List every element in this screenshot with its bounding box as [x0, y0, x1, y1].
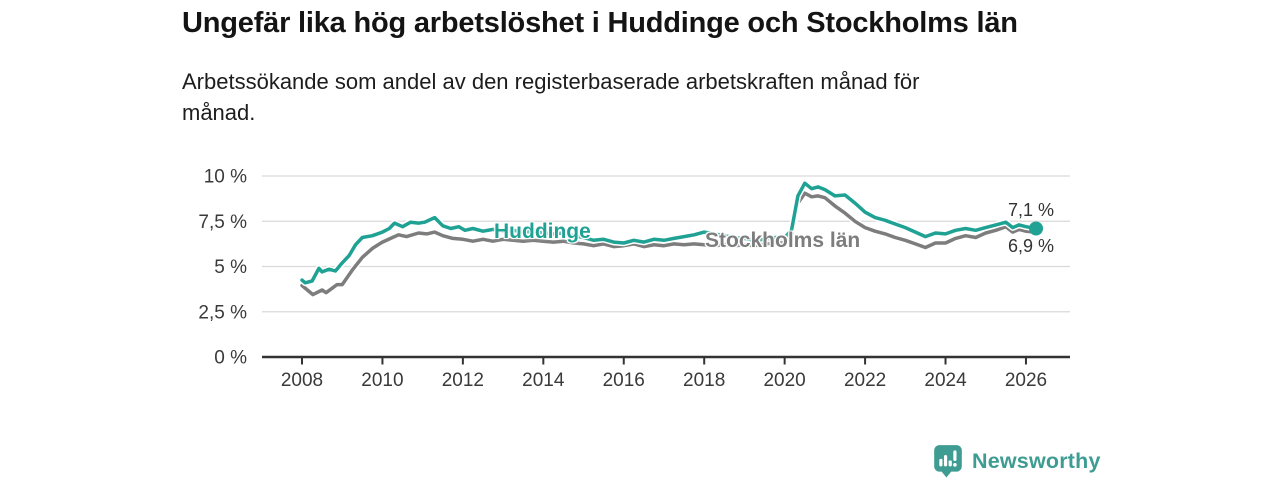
series-label-stockholms-lan: Stockholms län — [705, 229, 861, 252]
newsworthy-logo-icon — [934, 445, 962, 478]
y-axis-tick-label: 7,5 % — [198, 212, 247, 233]
x-axis-tick-label: 2016 — [603, 370, 645, 391]
x-axis-tick-label: 2022 — [844, 370, 886, 391]
x-axis-tick-label: 2024 — [924, 370, 967, 391]
page-title: Ungefär lika hög arbetslöshet i Huddinge… — [182, 7, 1018, 39]
x-axis-tick-label: 2008 — [281, 370, 323, 391]
x-axis-tick-label: 2026 — [1005, 370, 1047, 391]
huddinge-end-dot — [1029, 221, 1044, 236]
y-axis-tick-label: 0 % — [214, 348, 247, 369]
chart-subtitle: Arbetssökande som andel av den registerb… — [182, 69, 920, 125]
x-axis-tick-label: 2014 — [522, 370, 565, 391]
newsworthy-logo-text: Newsworthy — [972, 448, 1101, 473]
x-axis-tick-label: 2020 — [763, 370, 805, 391]
series-label-huddinge: Huddinge — [494, 220, 591, 243]
huddinge-line — [300, 181, 1038, 285]
end-value-huddinge: 7,1 % — [1008, 200, 1055, 220]
stockholms-lan-line — [300, 191, 1038, 297]
y-axis-tick-label: 5 % — [214, 257, 247, 278]
x-axis-tick-label: 2012 — [442, 370, 484, 391]
y-axis-tick-label: 10 % — [204, 167, 247, 188]
x-axis-tick-label: 2018 — [683, 370, 725, 391]
y-axis-tick-label: 2,5 % — [198, 302, 247, 323]
end-value-stockholms-lan: 6,9 % — [1008, 236, 1055, 256]
newsworthy-brand-link[interactable]: Newsworthy — [933, 444, 1101, 478]
x-axis-tick-label: 2010 — [361, 370, 403, 391]
